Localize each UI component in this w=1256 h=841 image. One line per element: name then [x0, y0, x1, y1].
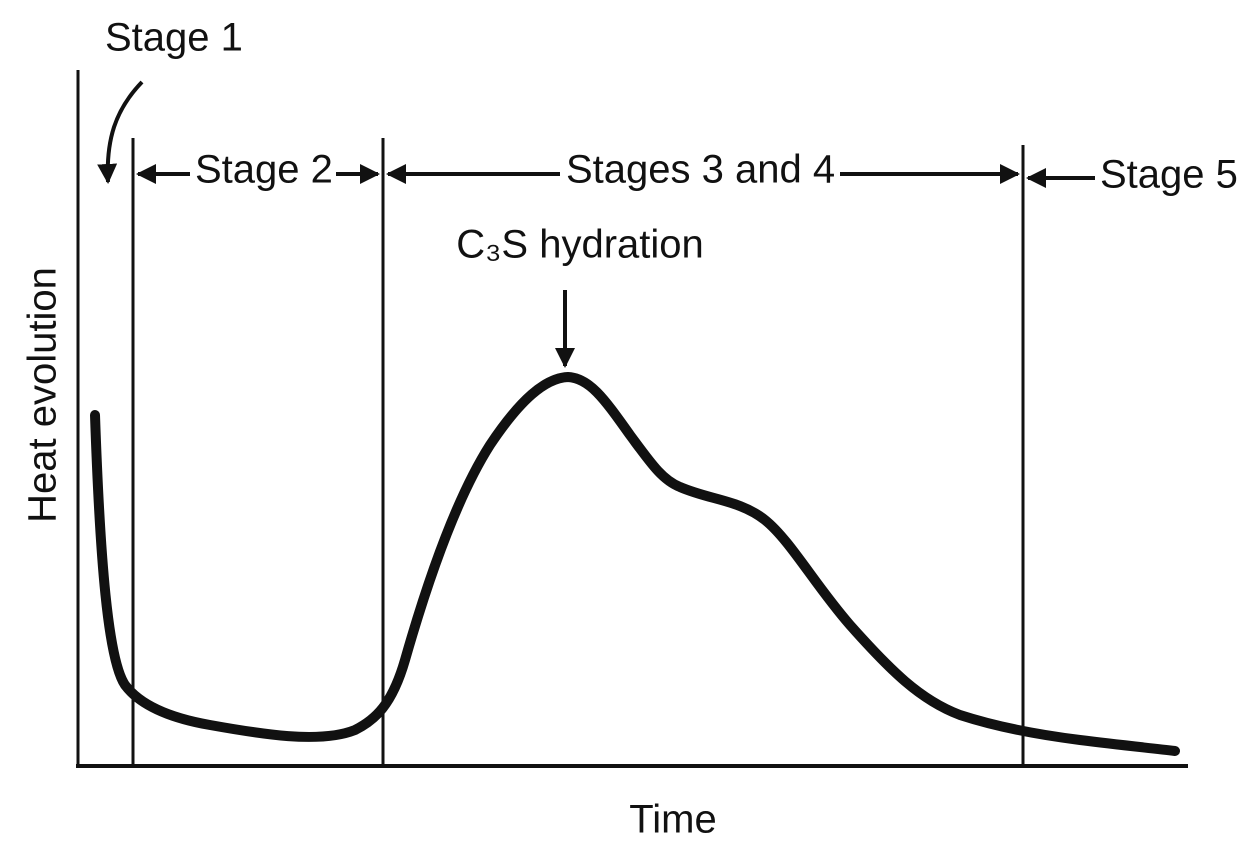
heat-curve: [90, 372, 1180, 756]
arrow: [97, 80, 144, 184]
stage-label: Stage 2: [195, 148, 333, 192]
peak-label: C₃S hydration: [456, 223, 704, 267]
y-axis-title: Heat evolution: [21, 267, 65, 523]
stage-label: Stages 3 and 4: [566, 148, 835, 192]
x-axis-title: Time: [629, 798, 716, 841]
stage-label: Stage 5: [1100, 153, 1238, 197]
stage-label: Stage 1: [105, 16, 243, 60]
